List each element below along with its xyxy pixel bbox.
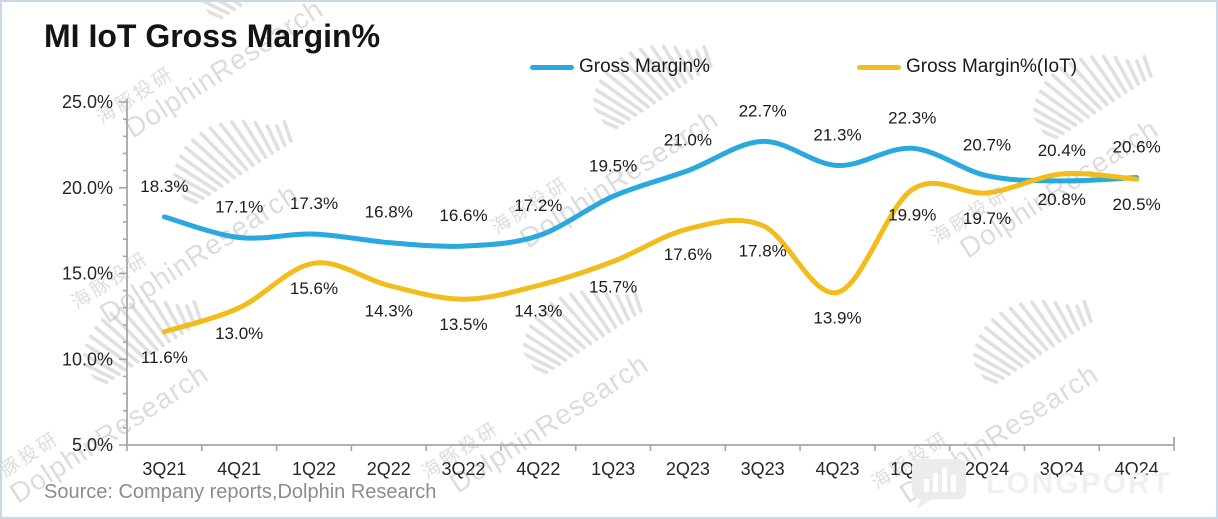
data-label: 14.3% bbox=[514, 302, 562, 321]
data-label: 22.7% bbox=[739, 101, 787, 120]
data-label: 15.7% bbox=[589, 277, 637, 296]
longport-logo-icon bbox=[912, 459, 966, 509]
data-label: 17.6% bbox=[664, 245, 712, 264]
y-tick-label: 25.0% bbox=[62, 92, 113, 112]
data-label: 21.3% bbox=[813, 125, 861, 144]
legend-item-gross-margin: Gross Margin% bbox=[530, 55, 710, 79]
data-label: 17.3% bbox=[290, 194, 338, 213]
x-tick-label: 3Q22 bbox=[442, 459, 486, 479]
data-label: 18.3% bbox=[140, 177, 188, 196]
x-tick-label: 4Q23 bbox=[815, 459, 859, 479]
data-label: 20.4% bbox=[1038, 141, 1086, 160]
data-label: 15.6% bbox=[290, 279, 338, 298]
data-label: 13.0% bbox=[215, 324, 263, 343]
series-line-1 bbox=[161, 171, 1140, 335]
x-tick-label: 2Q24 bbox=[965, 459, 1009, 479]
y-tick-label: 5.0% bbox=[72, 435, 113, 455]
legend-label: Gross Margin%(IoT) bbox=[906, 56, 1078, 77]
x-tick-label: 2Q23 bbox=[666, 459, 710, 479]
x-tick-label: 4Q22 bbox=[516, 459, 560, 479]
data-label: 16.6% bbox=[439, 206, 487, 225]
x-tick-label: 3Q23 bbox=[741, 459, 785, 479]
data-label: 19.7% bbox=[963, 209, 1011, 228]
x-tick-label: 3Q24 bbox=[1040, 459, 1084, 479]
data-label: 20.8% bbox=[1038, 190, 1086, 209]
chart-title: MI IoT Gross Margin% bbox=[44, 18, 381, 54]
series-line-0 bbox=[161, 138, 1140, 249]
legend-label: Gross Margin% bbox=[579, 56, 710, 77]
longport-wordmark: LONGPORT bbox=[986, 467, 1172, 500]
data-label: 11.6% bbox=[141, 348, 188, 367]
legend: Gross Margin% Gross Margin%(IoT) bbox=[2, 55, 1216, 79]
y-tick-label: 20.0% bbox=[62, 178, 113, 198]
x-tick-label: 1Q22 bbox=[292, 459, 336, 479]
data-label: 19.9% bbox=[888, 205, 936, 224]
data-label: 20.5% bbox=[1113, 195, 1161, 214]
brand-watermark: LONGPORT bbox=[910, 458, 1172, 510]
x-tick-label: 3Q21 bbox=[142, 459, 186, 479]
data-label: 21.0% bbox=[664, 131, 712, 150]
data-label: 22.3% bbox=[888, 108, 936, 127]
data-label: 17.1% bbox=[215, 197, 263, 216]
x-tick-label: 4Q21 bbox=[217, 459, 261, 479]
data-label: 20.6% bbox=[1113, 137, 1161, 156]
y-tick-label: 10.0% bbox=[62, 349, 113, 369]
x-tick-label: 2Q22 bbox=[367, 459, 411, 479]
data-label: 20.7% bbox=[963, 136, 1011, 155]
data-label: 19.5% bbox=[589, 156, 637, 175]
data-label: 17.2% bbox=[514, 196, 562, 215]
data-label: 14.3% bbox=[365, 302, 413, 321]
x-tick-label: 1Q23 bbox=[591, 459, 635, 479]
legend-swatch-gold-line-icon bbox=[857, 64, 901, 70]
legend-swatch-blue-line-icon bbox=[530, 64, 574, 70]
x-tick-label: 4Q24 bbox=[1115, 459, 1159, 479]
y-tick-label: 15.0% bbox=[62, 264, 113, 284]
legend-item-gross-margin-iot: Gross Margin%(IoT) bbox=[857, 55, 1077, 79]
data-label: 13.9% bbox=[813, 308, 861, 327]
data-label: 17.8% bbox=[739, 241, 787, 260]
data-label: 16.8% bbox=[365, 203, 413, 222]
source-note: Source: Company reports,Dolphin Research bbox=[44, 481, 437, 503]
data-label: 13.5% bbox=[439, 315, 487, 334]
